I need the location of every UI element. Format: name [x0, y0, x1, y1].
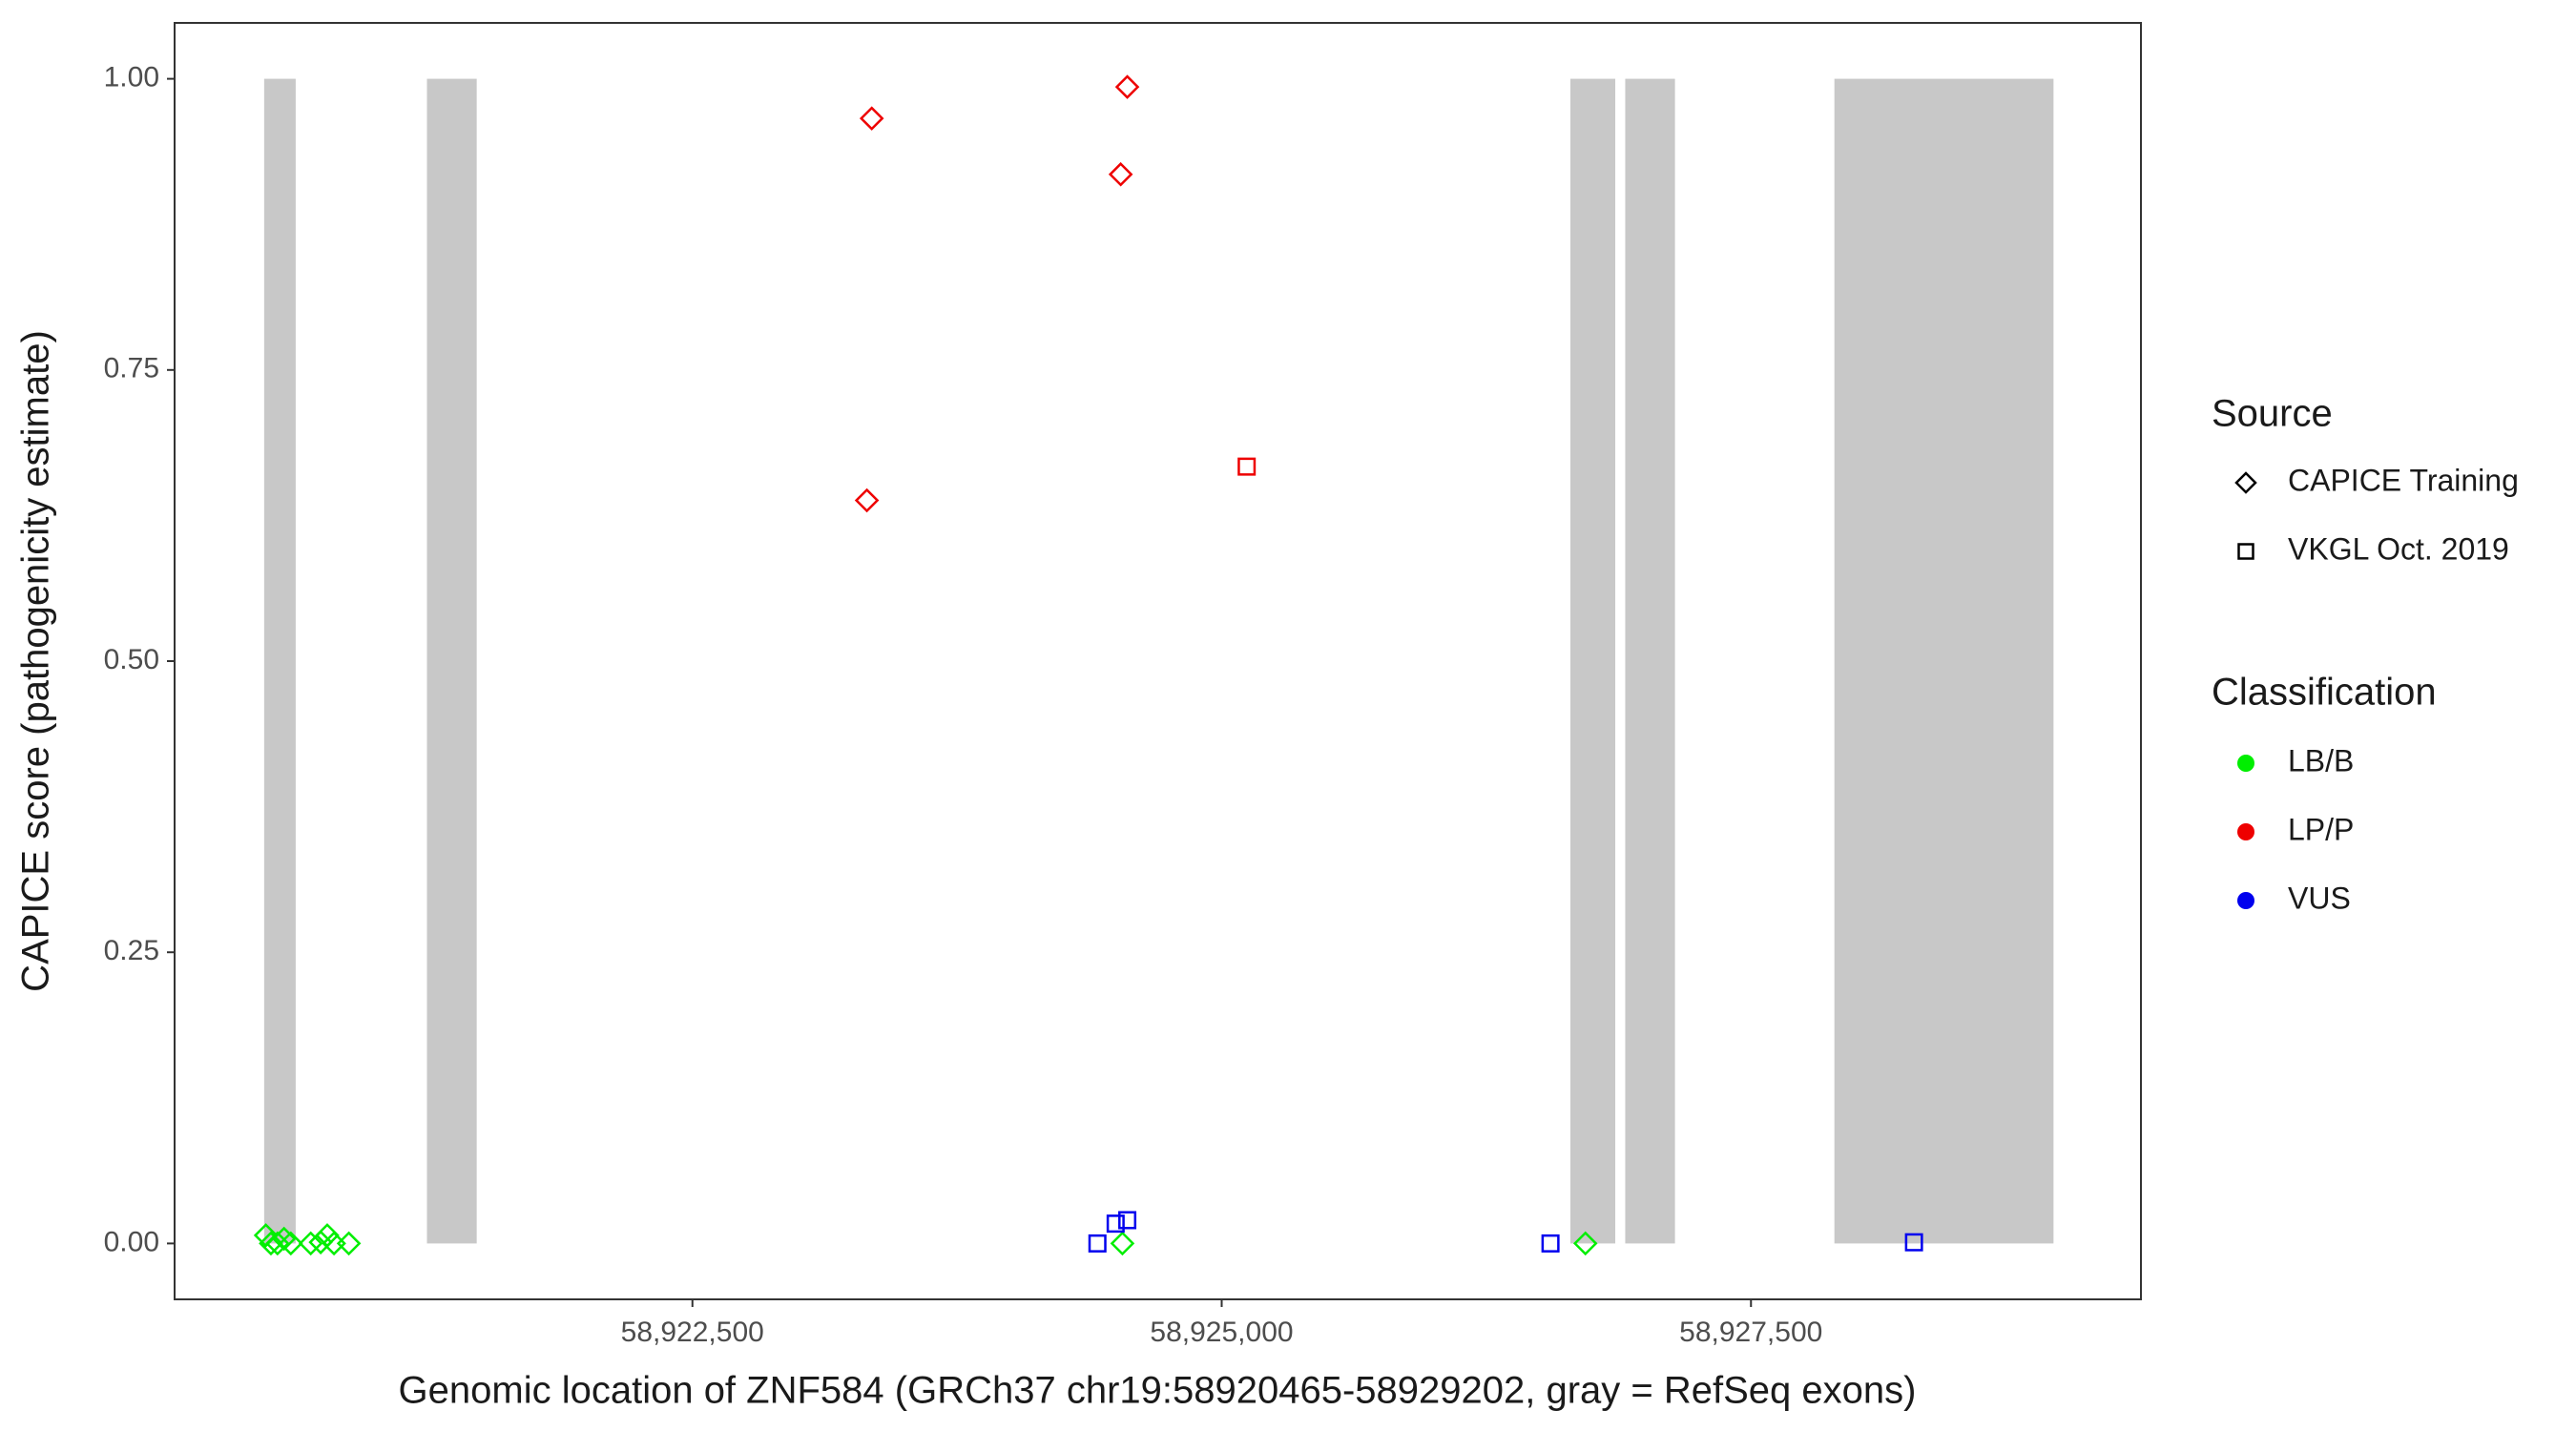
- legend-symbol: [2234, 471, 2257, 494]
- legend-symbol: [2237, 892, 2254, 909]
- legend-symbol: [2237, 755, 2254, 772]
- point: [1118, 1211, 1137, 1230]
- point: [336, 1231, 362, 1256]
- x-tick-label: 58,922,500: [621, 1317, 764, 1348]
- exon: [426, 78, 477, 1244]
- legend-title: Classification: [2212, 672, 2437, 714]
- point: [1106, 1214, 1125, 1234]
- point: [279, 1231, 303, 1256]
- point: [1108, 161, 1133, 187]
- y-tick-label: 0.00: [104, 1226, 159, 1257]
- legend-item: LP/P: [2288, 812, 2354, 846]
- point: [859, 106, 884, 131]
- y-tick-label: 0.75: [104, 353, 159, 384]
- legend-symbol: [2237, 823, 2254, 840]
- exon: [1834, 78, 2054, 1244]
- legend-title: Source: [2212, 393, 2333, 435]
- point: [1904, 1233, 1923, 1252]
- y-tick-label: 1.00: [104, 62, 159, 93]
- y-axis-title: CAPICE score (pathogenicity estimate): [15, 330, 57, 992]
- point: [1110, 1231, 1135, 1256]
- legend-item: CAPICE Training: [2288, 463, 2519, 497]
- point: [271, 1226, 297, 1252]
- point: [253, 1223, 279, 1248]
- point: [1541, 1234, 1560, 1253]
- y-tick-label: 0.25: [104, 935, 159, 966]
- point: [1088, 1234, 1107, 1253]
- point: [259, 1231, 283, 1256]
- point: [1237, 457, 1257, 476]
- exon: [263, 78, 296, 1244]
- x-tick-label: 58,925,000: [1150, 1317, 1293, 1348]
- x-tick-label: 58,927,500: [1679, 1317, 1822, 1348]
- y-tick-label: 0.50: [104, 644, 159, 675]
- exon: [1625, 78, 1675, 1244]
- x-axis-title: Genomic location of ZNF584 (GRCh37 chr19…: [399, 1370, 1917, 1412]
- point: [854, 487, 880, 513]
- point: [298, 1231, 323, 1256]
- point: [1572, 1231, 1598, 1256]
- legend-symbol: [2237, 543, 2254, 560]
- legend-item: LB/B: [2288, 743, 2354, 778]
- legend-item: VKGL Oct. 2019: [2288, 531, 2509, 566]
- exon: [1569, 78, 1616, 1244]
- legend-item: VUS: [2288, 881, 2351, 915]
- point: [1114, 74, 1140, 99]
